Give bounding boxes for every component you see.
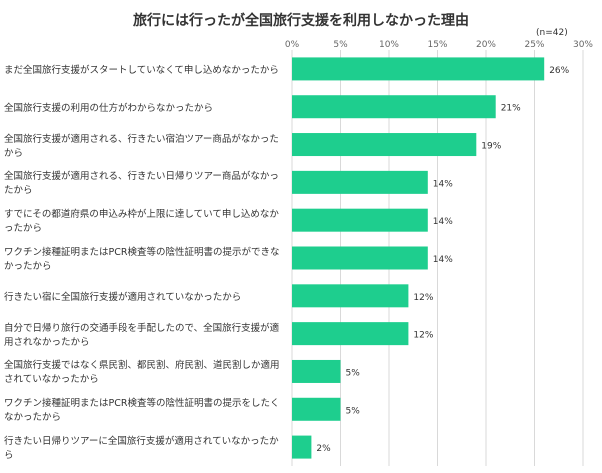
x-tick-label: 5% — [333, 40, 348, 50]
bar — [292, 246, 428, 270]
category-label: 自分で日帰り旅行の交通手段を手配したので、全国旅行支援が適用されなかったから — [4, 322, 280, 348]
data-label: 2% — [316, 444, 331, 454]
category-label: 全国旅行支援が適用される、行きたい宿泊ツアー商品がなかったから — [4, 133, 279, 159]
x-tick-label: 0% — [285, 40, 300, 50]
bar — [292, 133, 477, 157]
category-label: 全国旅行支援が適用される、行きたい日帰りツアー商品がなかったから — [4, 171, 279, 197]
data-label: 14% — [433, 179, 453, 189]
chart-title: 旅行には行ったが全国旅行支援を利用しなかった理由 — [133, 13, 469, 29]
category-label: まだ全国旅行支援がスタートしていなくて申し込めなかったから — [4, 64, 279, 76]
x-tick-label: 10% — [379, 40, 399, 50]
category-label: ワクチン接種証明またはPCR検査等の陰性証明書の提示ができなかったから — [4, 247, 280, 272]
category-label: 行きたい日帰りツアーに全国旅行支援が適用されていなかったから — [4, 436, 279, 462]
bar — [292, 208, 428, 232]
bar — [292, 322, 409, 346]
bar — [292, 170, 428, 194]
data-label: 14% — [433, 255, 453, 265]
bar — [292, 359, 341, 383]
bar — [292, 95, 496, 119]
data-label: 19% — [481, 142, 501, 152]
data-label: 12% — [413, 331, 433, 341]
category-label: 全国旅行支援の利用の仕方がわからなかったから — [4, 102, 214, 114]
data-label: 5% — [346, 406, 361, 416]
data-label: 14% — [433, 217, 453, 227]
category-label: 全国旅行支援ではなく県民割、都民割、府民割、道民割しか適用されていなかったから — [4, 360, 280, 386]
data-label: 5% — [346, 368, 361, 378]
x-tick-label: 20% — [476, 40, 496, 50]
x-tick-label: 25% — [524, 40, 544, 50]
data-label: 21% — [501, 104, 521, 114]
bar — [292, 397, 341, 421]
bar — [292, 435, 312, 459]
sample-size-note: (n=42) — [536, 28, 568, 38]
bar — [292, 284, 409, 308]
data-label: 26% — [549, 66, 569, 76]
bar — [292, 57, 545, 81]
x-tick-label: 15% — [427, 40, 447, 50]
category-label: 行きたい宿に全国旅行支援が適用されていなかったから — [4, 291, 242, 303]
category-label: すでにその都道府県の申込み枠が上限に達していて申し込めなかったから — [4, 209, 279, 235]
category-label: ワクチン接種証明またはPCR検査等の陰性証明書の提示をしたくなかったから — [4, 398, 280, 424]
x-tick-label: 30% — [573, 40, 593, 50]
data-label: 12% — [413, 293, 433, 303]
